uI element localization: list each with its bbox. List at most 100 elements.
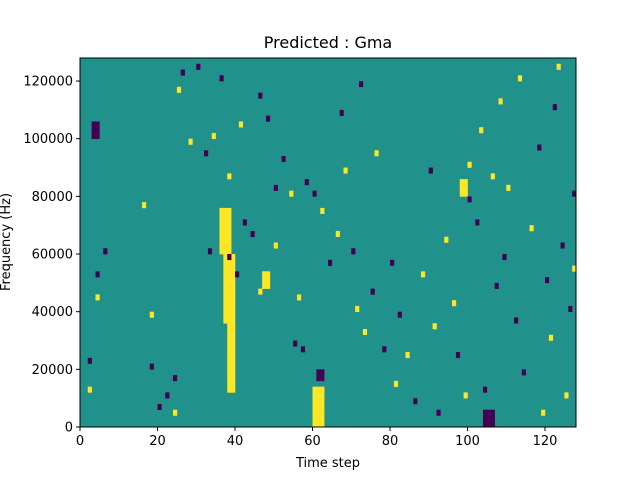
heatmap-background — [80, 58, 576, 427]
heatmap-cell — [312, 421, 317, 428]
heatmap-cell — [235, 271, 240, 278]
heatmap-cell — [227, 363, 232, 370]
heatmap-cell — [227, 334, 232, 341]
heatmap-cell — [498, 98, 503, 105]
heatmap-cell — [374, 150, 379, 157]
heatmap-cell — [227, 311, 232, 318]
heatmap-cell — [304, 179, 309, 186]
heatmap-cell — [223, 277, 228, 284]
heatmap-cell — [227, 323, 232, 330]
heatmap-cell — [180, 69, 185, 76]
heatmap-cell — [223, 225, 228, 232]
heatmap-cell — [227, 288, 232, 295]
x-tick-label: 120 — [533, 434, 558, 449]
heatmap-cell — [463, 179, 468, 186]
x-tick-label: 40 — [227, 434, 244, 449]
heatmap-cell — [231, 375, 236, 382]
heatmap-cell — [91, 121, 96, 128]
heatmap-cell — [238, 121, 244, 128]
heatmap-cell — [262, 282, 267, 289]
heatmap-cell — [223, 254, 228, 261]
heatmap-cell — [320, 398, 325, 405]
heatmap-cell — [231, 311, 236, 318]
heatmap-cell — [297, 294, 302, 301]
heatmap-cell — [502, 254, 507, 261]
heatmap-cell — [486, 421, 492, 428]
heatmap-cell — [320, 403, 325, 411]
heatmap-cell — [486, 409, 492, 416]
heatmap-cell — [316, 421, 321, 428]
heatmap-cell — [266, 115, 271, 122]
heatmap-cell — [223, 311, 228, 318]
heatmap-cell — [219, 225, 224, 232]
heatmap-cell — [103, 248, 108, 255]
heatmap-cell — [312, 386, 317, 393]
heatmap-cell — [231, 282, 236, 289]
heatmap-cell — [223, 288, 228, 295]
heatmap-cell — [176, 86, 182, 93]
heatmap-cell — [231, 346, 236, 353]
heatmap-cell — [262, 277, 267, 284]
heatmap-cell — [490, 421, 495, 428]
y-tick-label: 40000 — [32, 305, 73, 320]
heatmap-cell — [188, 138, 193, 145]
heatmap-cell — [223, 230, 228, 238]
heatmap-cell — [95, 294, 100, 301]
heatmap-cell — [452, 300, 457, 307]
heatmap-cell — [320, 409, 325, 416]
heatmap-cell — [320, 386, 325, 393]
heatmap-cell — [223, 219, 228, 226]
heatmap-cell — [231, 386, 236, 393]
heatmap-cell — [320, 392, 325, 399]
heatmap-cell — [463, 184, 468, 191]
heatmap-cell — [537, 144, 542, 151]
heatmap-cell — [397, 311, 402, 318]
heatmap-cell — [483, 409, 488, 416]
heatmap-cell — [320, 207, 325, 214]
heatmap-cell — [157, 403, 162, 411]
heatmap-cell — [316, 369, 321, 376]
heatmap-cell — [223, 265, 228, 272]
heatmap-cell — [223, 259, 228, 266]
heatmap-cell — [87, 386, 92, 393]
heatmap-cell — [351, 248, 356, 255]
heatmap-cell — [227, 380, 232, 387]
heatmap-cell — [293, 340, 298, 347]
heatmap-cell — [390, 259, 395, 266]
heatmap-cell — [436, 409, 441, 416]
heatmap-cell — [231, 300, 236, 307]
heatmap-cell — [149, 311, 154, 318]
heatmap-cell — [149, 363, 154, 370]
heatmap-cell — [517, 75, 523, 82]
heatmap-cell — [362, 328, 368, 336]
heatmap-cell — [95, 132, 100, 140]
heatmap-cell — [242, 219, 247, 226]
heatmap-cell — [339, 109, 344, 116]
heatmap-cell — [393, 380, 399, 387]
heatmap-cell — [95, 271, 100, 278]
heatmap-cell — [204, 150, 209, 157]
heatmap-cell — [459, 184, 464, 191]
heatmap-cell — [355, 305, 360, 312]
plot-frame — [79, 57, 577, 428]
heatmap-cell — [312, 398, 317, 405]
heatmap-cell — [428, 167, 433, 174]
heatmap-cell — [316, 392, 321, 399]
heatmap-cell — [316, 415, 321, 422]
heatmap-cell — [219, 248, 224, 255]
heatmap-cell — [196, 63, 201, 70]
heatmap-cell — [281, 156, 286, 163]
heatmap-cell — [173, 409, 178, 416]
heatmap-cell — [572, 190, 577, 197]
heatmap-cell — [529, 225, 534, 232]
heatmap-cell — [95, 127, 100, 134]
chart-title: Predicted : Gma — [264, 33, 392, 52]
heatmap-cell — [227, 248, 232, 255]
heatmap-cell — [463, 190, 468, 197]
y-tick-label: 20000 — [32, 363, 73, 378]
heatmap-cell — [463, 392, 468, 399]
heatmap-cell — [312, 190, 317, 197]
heatmap-cell — [223, 248, 228, 255]
heatmap-cell — [227, 352, 232, 359]
